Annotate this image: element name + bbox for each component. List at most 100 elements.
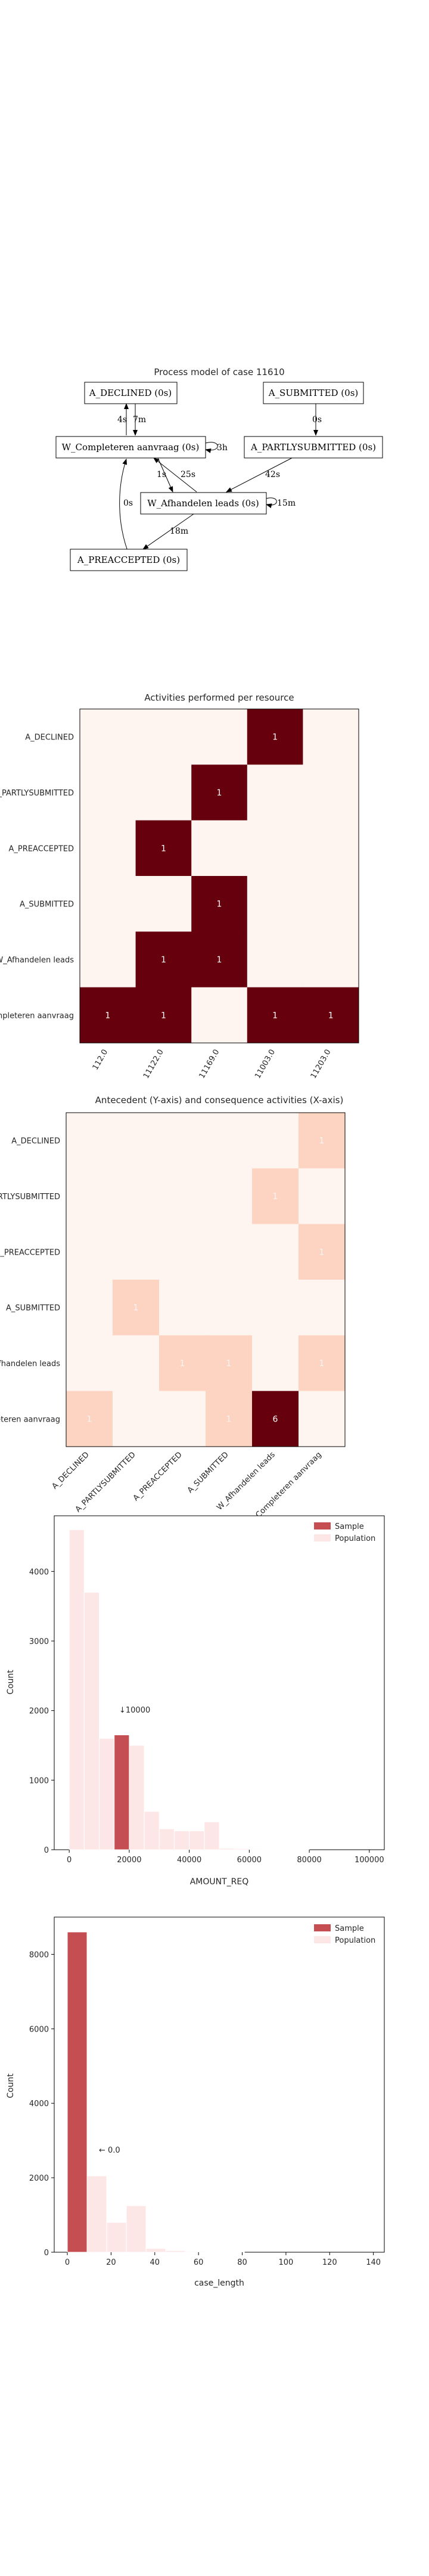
population-bar bbox=[99, 1738, 115, 1850]
node-label: A_DECLINED (0s) bbox=[89, 388, 172, 398]
y-tick-label: 2000 bbox=[29, 1707, 49, 1716]
heatmap-row-label: A_SUBMITTED bbox=[6, 1304, 60, 1313]
heatmap-cell bbox=[66, 1224, 113, 1280]
heatmap-row-label: W_Afhandelen leads bbox=[0, 956, 74, 965]
heatmap-cell bbox=[252, 1280, 299, 1336]
node-label: W_Completeren aanvraag (0s) bbox=[62, 442, 200, 453]
edge-label: 25s bbox=[181, 470, 195, 479]
heatmap-cell bbox=[303, 876, 359, 932]
heatmap-cell bbox=[159, 1113, 206, 1169]
legend-label-sample: Sample bbox=[335, 1522, 364, 1531]
cell-value: 1 bbox=[180, 1359, 185, 1368]
node-box bbox=[70, 549, 188, 571]
heatmap-cell bbox=[80, 820, 136, 877]
heatmap-cell bbox=[135, 987, 192, 1044]
heatmap-cell bbox=[303, 820, 359, 877]
node-label: A_SUBMITTED (0s) bbox=[268, 388, 359, 398]
cell-value: 1 bbox=[217, 900, 222, 909]
y-tick-label: 0 bbox=[44, 2249, 49, 2258]
heatmap-frame bbox=[79, 708, 359, 1044]
heatmap-col-label: 11122.0 bbox=[142, 1048, 166, 1080]
heatmap-row-label: W_Completeren aanvraag bbox=[0, 1011, 74, 1020]
population-bar bbox=[106, 2222, 127, 2253]
x-tick-label: 80 bbox=[237, 2258, 247, 2267]
heatmap-cell bbox=[299, 1168, 346, 1225]
edge-label: 1s bbox=[157, 470, 166, 479]
x-axis-label: case_length bbox=[194, 2278, 244, 2288]
edge-line bbox=[153, 457, 197, 493]
legend-swatch-sample bbox=[314, 1924, 331, 1931]
population-bar bbox=[204, 1821, 220, 1850]
population-bar bbox=[129, 1745, 145, 1850]
cell-value: 1 bbox=[319, 1359, 325, 1368]
chart-annotation: ← 0.0 bbox=[99, 2146, 120, 2155]
edge-label: 3h bbox=[217, 443, 228, 453]
edge-line bbox=[266, 497, 277, 509]
heatmap-cell bbox=[191, 876, 248, 932]
node-label: W_Afhandelen leads (0s) bbox=[147, 498, 259, 509]
y-tick-label: 3000 bbox=[29, 1637, 49, 1646]
y-tick-label: 1000 bbox=[29, 1776, 49, 1785]
cell-value: 1 bbox=[87, 1414, 92, 1424]
heatmap-cell bbox=[66, 1335, 113, 1392]
x-tick-label: 40 bbox=[150, 2258, 160, 2267]
heatmap-cell bbox=[66, 1113, 113, 1169]
heatmap-cell bbox=[159, 1391, 206, 1447]
legend-label-sample: Sample bbox=[335, 1924, 364, 1933]
node-box bbox=[55, 436, 206, 459]
heatmap-cell bbox=[299, 1335, 346, 1392]
node-box bbox=[244, 436, 383, 459]
cell-value: 6 bbox=[273, 1414, 278, 1424]
legend-label-population: Population bbox=[335, 1534, 375, 1543]
heatmap-cell bbox=[206, 1168, 253, 1225]
heatmap-cell bbox=[191, 987, 248, 1044]
sample-bar bbox=[114, 1735, 130, 1850]
heatmap-row-label: A_PARTLYSUBMITTED bbox=[0, 1193, 60, 1202]
population-bar bbox=[69, 1529, 85, 1850]
heatmap-cell bbox=[252, 1168, 299, 1225]
heatmap1-title: Activities performed per resource bbox=[144, 692, 294, 703]
heatmap-row-label: A_DECLINED bbox=[11, 1137, 60, 1146]
heatmap-cell bbox=[206, 1224, 253, 1280]
heatmap-cell bbox=[113, 1113, 160, 1169]
cell-value: 1 bbox=[161, 1011, 166, 1020]
y-tick-label: 2000 bbox=[29, 2174, 49, 2183]
chart-annotation: ↓10000 bbox=[119, 1706, 150, 1715]
edge-line bbox=[226, 457, 293, 493]
heatmap-cell bbox=[299, 1391, 346, 1447]
process-model-title: Process model of case 11610 bbox=[154, 367, 284, 377]
heatmap-cell bbox=[299, 1224, 346, 1280]
heatmap-cell bbox=[80, 987, 136, 1044]
heatmap-frame bbox=[66, 1112, 346, 1447]
heatmap-cell bbox=[159, 1224, 206, 1280]
x-tick-label: 20000 bbox=[117, 1856, 141, 1865]
heatmap-cell bbox=[135, 931, 192, 988]
population-bar bbox=[248, 1849, 265, 1850]
edge-label: 15m bbox=[277, 499, 296, 508]
population-bar bbox=[264, 1849, 280, 1850]
edge-label: 42s bbox=[265, 470, 280, 479]
heatmap-col-label: A_DECLINED bbox=[50, 1450, 91, 1491]
cell-value: 1 bbox=[133, 1304, 139, 1313]
heatmap-cell bbox=[159, 1168, 206, 1225]
cell-value: 1 bbox=[328, 1011, 334, 1020]
heatmap-cell bbox=[206, 1280, 253, 1336]
heatmap-row-label: A_SUBMITTED bbox=[20, 900, 74, 909]
y-axis-label: Count bbox=[6, 2073, 15, 2098]
edge-line bbox=[142, 513, 194, 550]
heatmap-cell bbox=[303, 987, 359, 1044]
heatmap-cell bbox=[191, 764, 248, 821]
population-bar bbox=[86, 2175, 107, 2253]
x-tick-label: 0 bbox=[67, 1856, 72, 1865]
cell-value: 1 bbox=[226, 1359, 232, 1368]
heatmap-col-label: A_PREACCEPTED bbox=[132, 1450, 184, 1503]
node-box bbox=[140, 492, 267, 515]
heatmap-cell bbox=[206, 1113, 253, 1169]
heatmap-cell bbox=[252, 1335, 299, 1392]
x-tick-label: 100000 bbox=[355, 1856, 384, 1865]
cell-value: 1 bbox=[217, 788, 222, 798]
heatmap-cell bbox=[80, 876, 136, 932]
heatmap-cell bbox=[66, 1280, 113, 1336]
edge-label: 0s bbox=[123, 499, 133, 508]
